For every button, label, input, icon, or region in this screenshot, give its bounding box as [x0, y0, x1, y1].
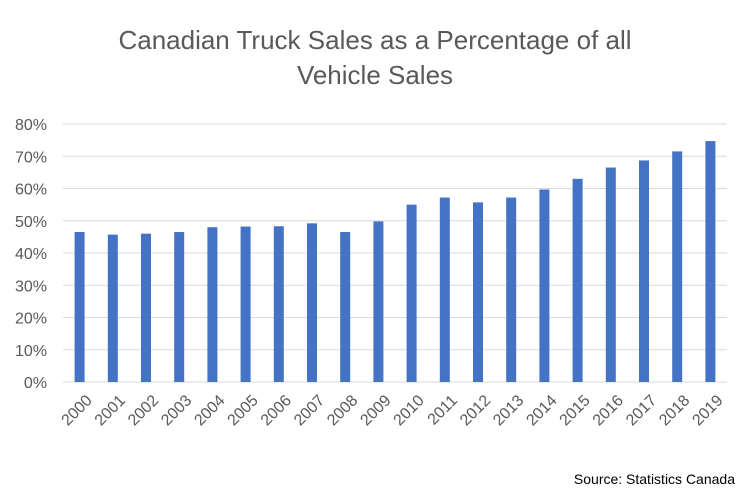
x-tick-label: 2018 — [656, 392, 693, 429]
x-tick-label: 2009 — [357, 392, 394, 429]
bar — [572, 178, 583, 382]
chart-title-line-1: Canadian Truck Sales as a Percentage of … — [118, 25, 631, 55]
x-tick-label: 2005 — [225, 392, 262, 429]
bar — [273, 226, 284, 382]
bar-series — [74, 141, 716, 382]
x-tick-label: 2006 — [258, 392, 295, 429]
source-note: Source: Statistics Canada — [574, 471, 735, 487]
bar — [307, 223, 317, 382]
y-tick-label: 0% — [24, 375, 47, 392]
bar — [240, 226, 251, 382]
bar — [705, 141, 716, 382]
bar — [473, 202, 483, 382]
y-tick-label: 70% — [15, 149, 47, 166]
y-tick-label: 30% — [15, 278, 47, 295]
x-tick-label: 2011 — [425, 392, 461, 428]
x-tick-label: 2004 — [191, 392, 228, 429]
x-tick-label: 2010 — [391, 392, 428, 429]
x-tick-label: 2019 — [689, 392, 726, 429]
x-tick-label: 2000 — [59, 392, 96, 429]
x-tick-label: 2008 — [324, 392, 361, 429]
x-tick-label: 2001 — [92, 392, 129, 429]
bar — [672, 151, 683, 382]
y-tick-label: 50% — [15, 214, 47, 231]
x-tick-label: 2013 — [490, 392, 527, 429]
x-tick-label: 2012 — [457, 392, 494, 429]
x-tick-label: 2002 — [125, 392, 162, 429]
y-tick-label: 80% — [15, 117, 47, 134]
bar — [141, 233, 151, 382]
gridlines — [63, 123, 727, 383]
x-axis-tick-labels: 2000200120022003200420052006200720082009… — [59, 392, 727, 429]
y-tick-label: 10% — [15, 343, 47, 360]
bar — [639, 160, 649, 382]
y-tick-label: 40% — [15, 246, 47, 263]
x-tick-label: 2016 — [590, 392, 627, 429]
bar — [539, 189, 550, 382]
chart-title-line-2: Vehicle Sales — [297, 60, 453, 90]
bar — [207, 227, 218, 382]
bar — [406, 204, 417, 382]
x-tick-label: 2003 — [158, 392, 195, 429]
bar — [174, 232, 185, 382]
y-tick-label: 20% — [15, 311, 47, 328]
y-axis-tick-labels: 0% 10% 20% 30% 40% 50% 60% 70% 80% — [15, 117, 47, 392]
bar — [74, 232, 85, 382]
bar — [506, 197, 517, 382]
bar — [107, 234, 118, 382]
x-tick-label: 2014 — [523, 392, 560, 429]
y-tick-label: 60% — [15, 182, 47, 199]
x-tick-label: 2015 — [557, 392, 594, 429]
bar — [439, 197, 450, 382]
bar — [605, 167, 616, 382]
x-tick-label: 2017 — [623, 392, 660, 429]
bar — [340, 232, 351, 382]
bar — [373, 221, 384, 382]
x-tick-label: 2007 — [291, 392, 328, 429]
